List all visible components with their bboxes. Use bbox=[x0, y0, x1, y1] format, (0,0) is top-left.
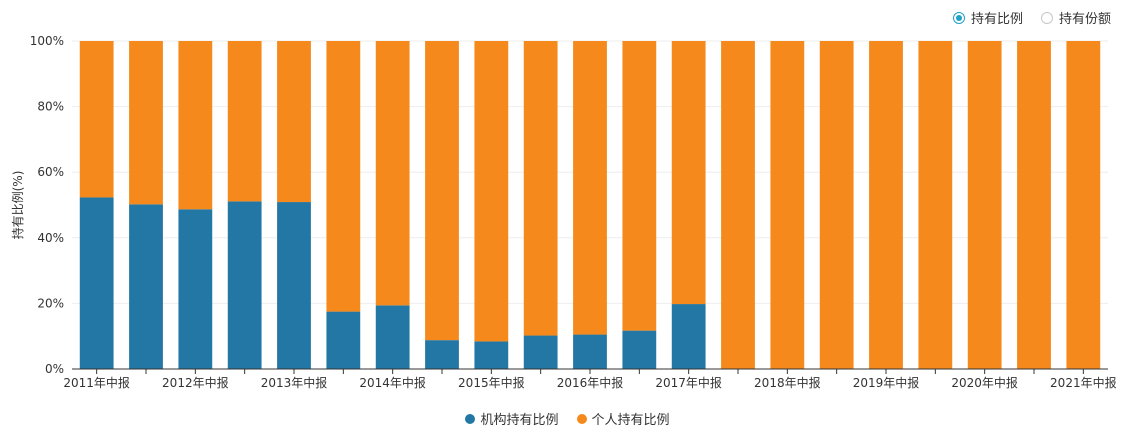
x-tick-label: 2021年中报 bbox=[1050, 375, 1117, 390]
legend-item-individual[interactable]: 个人持有比例 bbox=[576, 409, 670, 428]
radio-unselected-icon bbox=[1040, 11, 1053, 24]
bar-individual bbox=[523, 41, 558, 336]
bar-institution bbox=[523, 335, 558, 369]
x-tick-label: 2017年中报 bbox=[655, 375, 722, 390]
x-tick-label: 2011年中报 bbox=[63, 375, 130, 390]
bar-individual bbox=[819, 41, 854, 369]
bar-individual bbox=[1066, 41, 1101, 369]
legend-item-institution[interactable]: 机构持有比例 bbox=[465, 409, 559, 428]
y-tick-label: 40% bbox=[37, 231, 64, 245]
bar-individual bbox=[129, 41, 163, 205]
y-tick-label: 80% bbox=[37, 100, 64, 114]
bar-institution bbox=[425, 340, 459, 369]
radio-holding-shares-label: 持有份额 bbox=[1058, 12, 1111, 27]
bar-individual bbox=[178, 41, 213, 210]
radio-selected-icon bbox=[952, 11, 965, 24]
legend-swatch-institution bbox=[465, 413, 476, 424]
bar-institution bbox=[129, 204, 163, 369]
radio-holding-ratio-label: 持有比例 bbox=[970, 12, 1023, 27]
legend-label-individual: 个人持有比例 bbox=[591, 413, 670, 428]
bar-institution bbox=[573, 334, 607, 369]
x-tick-label: 2019年中报 bbox=[853, 375, 920, 390]
bar-institution bbox=[79, 197, 114, 369]
x-tick-label: 2012年中报 bbox=[162, 375, 229, 390]
bar-individual bbox=[918, 41, 953, 369]
bar-institution bbox=[671, 304, 706, 369]
bar-individual bbox=[770, 41, 805, 369]
x-tick-label: 2015年中报 bbox=[458, 375, 525, 390]
y-axis-title: 持有比例(%) bbox=[10, 171, 25, 240]
bar-institution bbox=[622, 330, 657, 369]
bar-institution bbox=[227, 201, 262, 369]
bar-individual bbox=[671, 41, 706, 305]
legend-swatch-individual bbox=[576, 413, 587, 424]
chart-legend: 机构持有比例 个人持有比例 bbox=[0, 409, 1135, 428]
x-tick-label: 2020年中报 bbox=[951, 375, 1018, 390]
bar-institution bbox=[375, 305, 410, 369]
bar-institution bbox=[277, 202, 311, 369]
radio-holding-ratio[interactable]: 持有比例 bbox=[952, 8, 1023, 27]
bar-individual bbox=[869, 41, 903, 369]
x-tick-label: 2018年中报 bbox=[754, 375, 821, 390]
bar-individual bbox=[326, 41, 361, 312]
y-tick-label: 100% bbox=[30, 34, 64, 48]
bar-individual bbox=[721, 41, 755, 369]
bar-individual bbox=[967, 41, 1002, 369]
bar-individual bbox=[277, 41, 311, 203]
bar-individual bbox=[622, 41, 657, 331]
bar-institution bbox=[474, 341, 509, 369]
x-tick-label: 2013年中报 bbox=[261, 375, 328, 390]
bar-institution bbox=[178, 209, 213, 369]
y-tick-label: 60% bbox=[37, 165, 64, 179]
x-tick-label: 2016年中报 bbox=[557, 375, 624, 390]
bar-individual bbox=[425, 41, 459, 341]
bar-individual bbox=[227, 41, 262, 202]
y-tick-label: 20% bbox=[37, 296, 64, 310]
y-tick-label: 0% bbox=[45, 362, 64, 376]
holding-ratio-chart: 0% 20% 40% 60% 80% 100% 持有比例(%) 2011年中报 2012年中报 2… bbox=[10, 34, 1117, 390]
bar-individual bbox=[1017, 41, 1051, 369]
bar-institution bbox=[326, 311, 361, 369]
legend-label-institution: 机构持有比例 bbox=[480, 413, 559, 428]
x-tick-label: 2014年中报 bbox=[359, 375, 426, 390]
bar-individual bbox=[79, 41, 114, 198]
bar-individual bbox=[375, 41, 410, 306]
radio-holding-shares[interactable]: 持有份额 bbox=[1040, 8, 1111, 27]
bar-individual bbox=[573, 41, 607, 335]
display-mode-toggle: 持有比例 持有份额 bbox=[952, 8, 1111, 27]
bar-individual bbox=[474, 41, 509, 342]
